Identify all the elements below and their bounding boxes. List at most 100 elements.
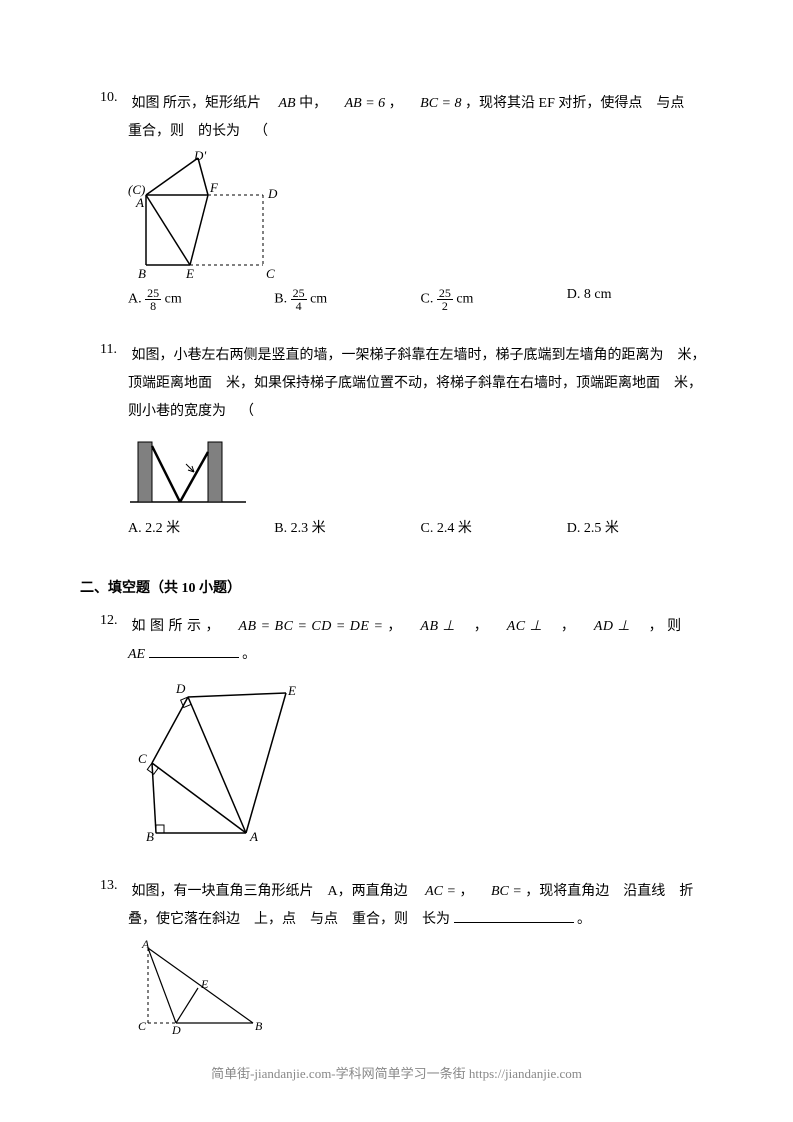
svg-text:F: F — [209, 180, 219, 195]
q10-bc-eq: BC = 8 — [420, 96, 461, 111]
q12-ae: AE — [128, 647, 145, 662]
opt-label: A. — [128, 521, 142, 536]
q13-bc: BC = — [491, 884, 522, 899]
question-12: 12. 如 图 所 示 ， AB = BC = CD = DE = ， AB ⊥… — [100, 613, 713, 848]
q10-options: A. 25 8 cm B. 25 4 cm C. 25 2 — [128, 287, 713, 312]
q13-period: 。 — [577, 912, 591, 927]
q10-text: ，现将其沿 EF 对折，使得点 与点 — [465, 96, 684, 111]
svg-text:A: A — [141, 938, 150, 951]
svg-text:B: B — [255, 1019, 263, 1033]
q11-option-c: C. 2.4 米 — [421, 517, 567, 537]
unit: cm — [456, 292, 473, 307]
fraction: 25 2 — [437, 287, 453, 312]
q13-text: ，现将直角边 沿直线 折 — [525, 884, 693, 899]
svg-text:D: D — [267, 186, 278, 201]
q13-ac: AC = — [425, 884, 456, 899]
q11-option-a: A. 2.2 米 — [128, 517, 274, 537]
svg-text:C: C — [138, 751, 147, 766]
question-11: 11. 如图，小巷左右两侧是竖直的墙，一架梯子斜靠在左墙时，梯子底端到左墙角的距… — [100, 342, 713, 537]
q12-text: ， 则 — [634, 619, 682, 634]
q10-svg: D' (C) A F D B E C — [128, 150, 278, 280]
q10-text: 中， — [299, 96, 341, 111]
page: 10. 如图 所示，矩形纸片 AB 中， AB = 6 ， BC = 8 ，现将… — [0, 0, 793, 1122]
q10-option-b: B. 25 4 cm — [274, 287, 420, 312]
fraction: 25 4 — [291, 287, 307, 312]
q12-ad-perp: AD ⊥ — [594, 619, 630, 634]
svg-text:A: A — [249, 829, 258, 843]
q12-text: ， — [546, 619, 590, 634]
frac-den: 4 — [291, 300, 307, 312]
q11-line1: 如图，小巷左右两侧是竖直的墙，一架梯子斜靠在左墙时，梯子底端到左墙角的距离为 米… — [132, 342, 712, 370]
q10-body: 如图 所示，矩形纸片 AB 中， AB = 6 ， BC = 8 ，现将其沿 E… — [132, 90, 712, 118]
q13-svg: A C D B E — [128, 938, 268, 1038]
opt-label: B. — [274, 521, 287, 536]
svg-text:D: D — [175, 681, 186, 696]
q12-period: 。 — [242, 647, 256, 662]
opt-text: 2.3 米 — [291, 521, 326, 536]
opt-label: B. — [274, 292, 287, 307]
q12-text: 如 图 所 示 ， — [132, 619, 235, 634]
q12-number: 12. — [100, 613, 128, 629]
frac-den: 8 — [145, 300, 161, 312]
svg-text:E: E — [185, 266, 194, 280]
q10-text: 如图 所示，矩形纸片 — [132, 96, 276, 111]
svg-text:E: E — [287, 683, 296, 698]
q10-ab-eq: AB = 6 — [345, 96, 386, 111]
unit: cm — [310, 292, 327, 307]
question-13: 13. 如图，有一块直角三角形纸片 A，两直角边 AC = ， BC = ，现将… — [100, 878, 713, 1043]
q11-option-b: B. 2.3 米 — [274, 517, 420, 537]
opt-label: C. — [421, 521, 434, 536]
q12-body: 如 图 所 示 ， AB = BC = CD = DE = ， AB ⊥ ， A… — [132, 613, 712, 641]
opt-label: D. — [567, 287, 581, 302]
q13-text: 如图，有一块直角三角形纸片 A，两直角边 — [132, 884, 422, 899]
svg-text:D: D — [171, 1023, 181, 1037]
q10-option-c: C. 25 2 cm — [421, 287, 567, 312]
opt-text: 2.4 米 — [437, 521, 472, 536]
blank — [149, 643, 239, 658]
q10-text: ， — [389, 96, 417, 111]
opt-text: 2.5 米 — [584, 521, 619, 536]
opt-text: 2.2 米 — [145, 521, 180, 536]
q12-text: ， — [459, 619, 503, 634]
q13-text: 叠，使它落在斜边 上，点 与点 重合，则 长为 — [128, 912, 450, 927]
opt-label: A. — [128, 292, 142, 307]
q11-svg — [128, 430, 248, 510]
svg-text:C: C — [266, 266, 275, 280]
q13-text: ， — [459, 884, 487, 899]
blank — [454, 908, 574, 923]
unit: cm — [165, 292, 182, 307]
opt-text: 8 cm — [584, 287, 612, 302]
q13-number: 13. — [100, 878, 128, 894]
q10-line2: 重合，则 的长为 （ — [100, 118, 713, 146]
svg-text:C: C — [138, 1019, 147, 1033]
q11-figure — [128, 430, 713, 515]
q11-option-d: D. 2.5 米 — [567, 517, 713, 537]
opt-label: D. — [567, 521, 581, 536]
q12-ac-perp: AC ⊥ — [507, 619, 543, 634]
q12-eq: AB = BC = CD = DE = — [239, 619, 384, 634]
svg-text:B: B — [146, 829, 154, 843]
q13-figure: A C D B E — [128, 938, 713, 1043]
footer: 简单街-jiandanjie.com-学科网简单学习一条街 https://ji… — [0, 1063, 793, 1082]
q11-number: 11. — [100, 342, 128, 358]
q10-figure: D' (C) A F D B E C — [128, 150, 713, 285]
svg-text:B: B — [138, 266, 146, 280]
q12-line2: AE 。 — [100, 641, 713, 669]
question-10: 10. 如图 所示，矩形纸片 AB 中， AB = 6 ， BC = 8 ，现将… — [100, 90, 713, 312]
q10-ab: AB — [279, 96, 296, 111]
frac-den: 2 — [437, 300, 453, 312]
q12-svg: A B C D E — [128, 673, 298, 843]
q11-line2: 顶端距离地面 米，如果保持梯子底端位置不动，将梯子斜靠在右墙时，顶端距离地面 米… — [100, 370, 713, 398]
q12-figure: A B C D E — [128, 673, 713, 848]
svg-text:D': D' — [193, 150, 206, 163]
q10-option-d: D. 8 cm — [567, 287, 713, 312]
q13-body: 如图，有一块直角三角形纸片 A，两直角边 AC = ， BC = ，现将直角边 … — [132, 878, 712, 906]
svg-text:A: A — [135, 195, 144, 210]
fraction: 25 8 — [145, 287, 161, 312]
q12-text: ， — [387, 619, 416, 634]
q10-number: 10. — [100, 90, 128, 106]
q11-options: A. 2.2 米 B. 2.3 米 C. 2.4 米 D. 2.5 米 — [128, 517, 713, 537]
section-2-title: 二、填空题（共 10 小题） — [80, 577, 713, 597]
opt-label: C. — [421, 292, 434, 307]
q11-line3: 则小巷的宽度为 （ — [100, 398, 713, 426]
